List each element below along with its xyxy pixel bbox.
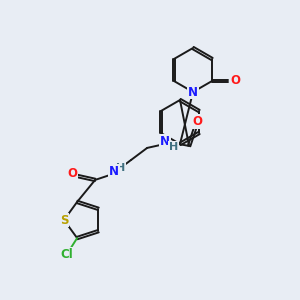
Text: H: H [169, 142, 178, 152]
Text: N: N [109, 165, 119, 178]
Text: O: O [192, 116, 202, 128]
Text: H: H [116, 163, 125, 173]
Text: N: N [188, 85, 198, 98]
Text: O: O [67, 167, 77, 180]
Text: S: S [60, 214, 68, 226]
Text: Cl: Cl [61, 248, 74, 261]
Text: N: N [160, 135, 170, 148]
Text: O: O [230, 74, 240, 88]
